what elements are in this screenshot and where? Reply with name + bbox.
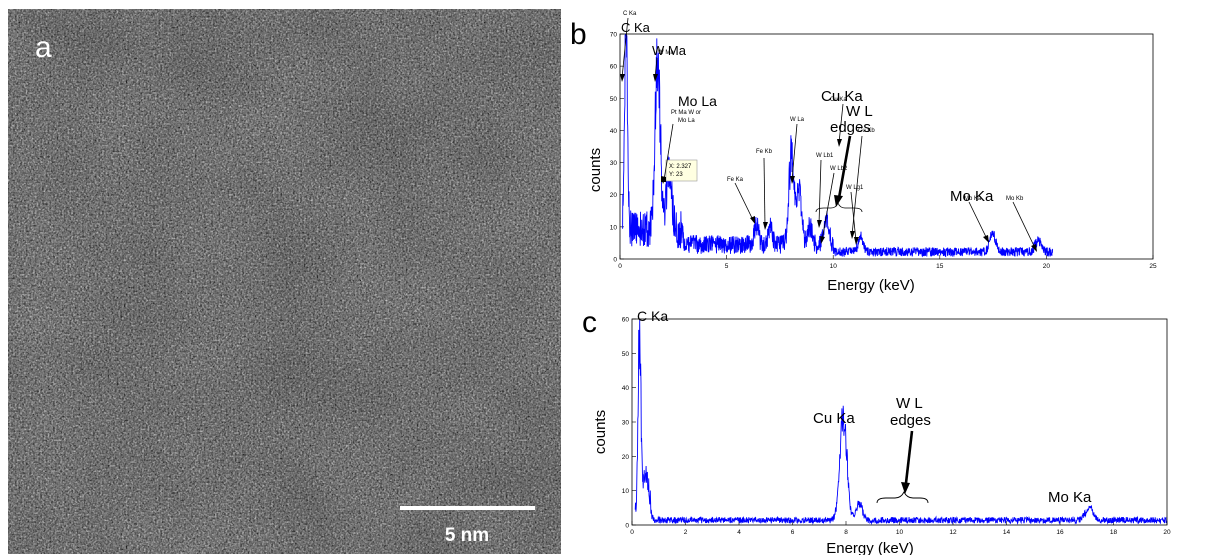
- small-label-mo-ka: Mo Ka: [964, 196, 982, 202]
- scale-bar-label: 5 nm: [445, 525, 489, 546]
- annotation-w-l: W L: [846, 103, 873, 120]
- edges-arrow: [904, 430, 914, 484]
- small-label-mo-la: Mo La: [678, 118, 695, 124]
- y-tick-label: 60: [622, 317, 630, 324]
- x-tick-label: 20: [1163, 529, 1171, 536]
- x-tick-label: 10: [896, 529, 904, 536]
- y-tick-label: 60: [610, 64, 618, 71]
- y-tick-label: 0: [613, 257, 617, 264]
- x-tick-label: 20: [1043, 263, 1051, 270]
- small-label-w-lb1: W Lb1: [816, 153, 834, 159]
- annotation-cu-ka: Cu Ka: [813, 410, 855, 427]
- spectrum-line: [634, 318, 1168, 526]
- y-tick-label: 10: [610, 224, 618, 231]
- datatip-y: Y: 23: [669, 172, 683, 178]
- spectrum-plot: [622, 33, 1054, 258]
- y-tick-label: 30: [610, 160, 618, 167]
- x-tick-label: 8: [844, 529, 848, 536]
- panel-a-label: a: [35, 31, 52, 64]
- scale-bar: [400, 506, 535, 510]
- axis-ticks: 0 5 10 15 20 25 0 10 20 30 40 50 60 70: [610, 32, 1157, 271]
- spectrum-plot: [634, 318, 1168, 526]
- small-label-w-la: W La: [790, 117, 805, 123]
- plot-frame: [631, 318, 1168, 526]
- x-tick-label: 16: [1056, 529, 1064, 536]
- annotation-cu-ka: Cu Ka: [821, 88, 863, 105]
- eds-spectrum-b: b counts Energy (keV) 0 5 10 15 20 25 0 10 20 30 4…: [568, 10, 1168, 300]
- small-label-c-ka: C Ka: [623, 11, 637, 17]
- panel-c-label: c: [582, 306, 597, 339]
- annotation-w-l: W L: [896, 395, 923, 412]
- edges-arrowhead: [901, 482, 910, 494]
- x-axis-label: Energy (keV): [827, 277, 915, 294]
- small-label-fe-kb: Fe Kb: [756, 149, 773, 155]
- annotation-mo-ka: Mo Ka: [1048, 489, 1092, 506]
- annotation-mo-ka: Mo Ka: [950, 188, 994, 205]
- y-tick-label: 0: [625, 523, 629, 530]
- x-tick-label: 14: [1003, 529, 1011, 536]
- small-label-fe-ka: Fe Ka: [727, 177, 744, 183]
- x-tick-label: 25: [1149, 263, 1157, 270]
- small-label-cu-ka: Cu Ka: [830, 97, 847, 103]
- x-tick-label: 0: [618, 263, 622, 270]
- annotation-c-ka: C Ka: [621, 20, 651, 35]
- small-label-w-ma: W Ma: [658, 50, 674, 56]
- edges-arrow: [837, 135, 852, 199]
- y-tick-label: 50: [622, 351, 630, 358]
- x-tick-label: 5: [725, 263, 729, 270]
- spectrum-line: [622, 33, 1054, 258]
- micrograph-contrast: [8, 9, 561, 554]
- tem-micrograph: a 5 nm: [8, 9, 561, 554]
- small-label-mo-kb: Mo Kb: [1006, 196, 1024, 202]
- y-axis-label: counts: [592, 410, 609, 454]
- edges-arrowhead: [834, 195, 843, 207]
- y-axis-label: counts: [587, 148, 604, 192]
- annotation-edges: edges: [890, 412, 931, 429]
- x-tick-label: 6: [791, 529, 795, 536]
- y-tick-label: 50: [610, 96, 618, 103]
- peak-annotations: C Ka Cu Ka W L edges Mo Ka: [637, 308, 1092, 506]
- edges-brace: [876, 490, 929, 504]
- x-tick-label: 4: [737, 529, 741, 536]
- x-tick-label: 12: [949, 529, 957, 536]
- datatip-x: X: 2.327: [669, 164, 692, 170]
- annotation-arrowheads: [620, 74, 1037, 252]
- eds-spectrum-c: c counts Energy (keV) 0 2 4 6 8 10 12 14 16 18 20 0…: [568, 305, 1183, 557]
- x-tick-label: 2: [684, 529, 688, 536]
- y-tick-label: 30: [622, 420, 630, 427]
- small-label-cu-kb: Cu Kb: [858, 128, 875, 134]
- annotation-arrows: [621, 17, 1036, 249]
- small-label-w-lg1: W Lg1: [846, 185, 864, 191]
- y-tick-label: 20: [622, 454, 630, 461]
- y-tick-label: 70: [610, 32, 618, 39]
- annotation-c-ka: C Ka: [637, 308, 668, 324]
- x-tick-label: 10: [830, 263, 838, 270]
- small-label-w-lb2: W Lb2: [830, 166, 848, 172]
- x-tick-label: 0: [630, 529, 634, 536]
- y-tick-label: 20: [610, 192, 618, 199]
- tem-micrograph-panel: a 5 nm: [8, 9, 561, 554]
- datatip-box: [665, 159, 698, 182]
- panel-b-label: b: [570, 18, 587, 51]
- x-tick-label: 18: [1110, 529, 1118, 536]
- x-tick-label: 15: [936, 263, 944, 270]
- y-tick-label: 40: [610, 128, 618, 135]
- y-tick-label: 10: [622, 488, 630, 495]
- y-tick-label: 40: [622, 385, 630, 392]
- plot-frame: [619, 33, 1154, 260]
- annotation-w-ma: W Ma: [652, 43, 687, 58]
- peak-annotations: C Ka W Ma Mo La Cu Ka W L edges Mo Ka C …: [620, 11, 1037, 252]
- x-axis-label: Energy (keV): [826, 540, 914, 555]
- annotation-mo-la: Mo La: [678, 93, 717, 109]
- small-label-pt-ma: Pt Ma W or: [671, 110, 701, 116]
